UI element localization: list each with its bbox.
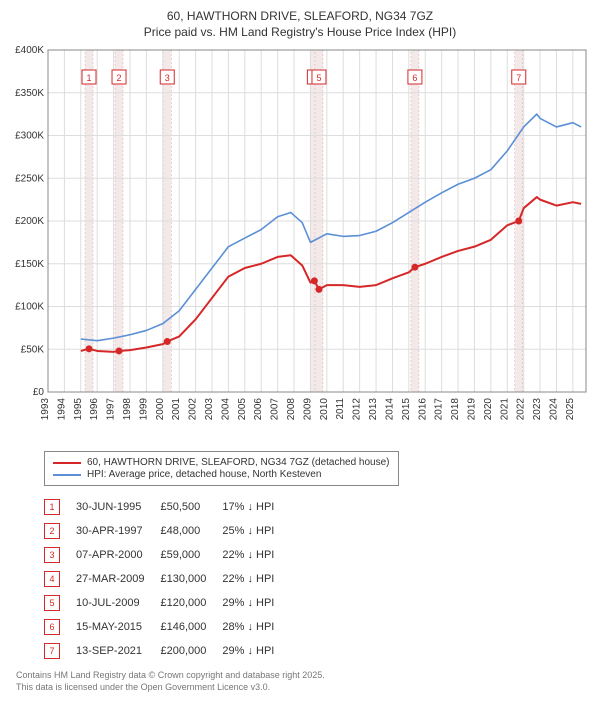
event-delta: 29% ↓ HPI	[218, 592, 284, 614]
event-marker: 7	[44, 643, 60, 659]
events-table: 1 30-JUN-1995£50,50017% ↓ HPI 2 30-APR-1997…	[38, 494, 286, 664]
event-price: £200,000	[156, 640, 216, 662]
svg-text:1998: 1998	[122, 398, 133, 421]
svg-text:2004: 2004	[220, 398, 231, 421]
svg-text:2010: 2010	[319, 398, 330, 421]
svg-text:£250K: £250K	[15, 174, 44, 185]
svg-text:£50K: £50K	[21, 345, 45, 356]
svg-text:1993: 1993	[40, 398, 51, 421]
event-date: 13-SEP-2021	[72, 640, 154, 662]
legend-row-blue: HPI: Average price, detached house, Nort…	[53, 469, 390, 480]
svg-text:1994: 1994	[56, 398, 67, 421]
event-marker: 6	[44, 619, 60, 635]
svg-text:2014: 2014	[384, 398, 395, 421]
svg-text:2021: 2021	[499, 398, 510, 421]
svg-text:1999: 1999	[138, 398, 149, 421]
event-delta: 17% ↓ HPI	[218, 496, 284, 518]
svg-text:2000: 2000	[155, 398, 166, 421]
footer-line-1: Contains HM Land Registry data © Crown c…	[16, 670, 592, 682]
event-price: £130,000	[156, 568, 216, 590]
event-marker: 3	[44, 547, 60, 563]
event-row: 2 30-APR-1997£48,00025% ↓ HPI	[40, 520, 284, 542]
svg-text:2009: 2009	[302, 398, 313, 421]
event-delta: 29% ↓ HPI	[218, 640, 284, 662]
footer: Contains HM Land Registry data © Crown c…	[16, 670, 592, 693]
svg-text:2017: 2017	[434, 398, 445, 421]
event-delta: 25% ↓ HPI	[218, 520, 284, 542]
svg-text:2020: 2020	[483, 398, 494, 421]
event-marker: 5	[44, 595, 60, 611]
legend-label-red: 60, HAWTHORN DRIVE, SLEAFORD, NG34 7GZ (…	[87, 457, 390, 468]
svg-text:£100K: £100K	[15, 302, 44, 313]
svg-text:2012: 2012	[352, 398, 363, 421]
legend-row-red: 60, HAWTHORN DRIVE, SLEAFORD, NG34 7GZ (…	[53, 457, 390, 468]
event-marker: 4	[44, 571, 60, 587]
event-row: 4 27-MAR-2009£130,00022% ↓ HPI	[40, 568, 284, 590]
title-line-2: Price paid vs. HM Land Registry's House …	[8, 24, 592, 40]
svg-text:£400K: £400K	[15, 45, 44, 56]
event-date: 15-MAY-2015	[72, 616, 154, 638]
chart-title: 60, HAWTHORN DRIVE, SLEAFORD, NG34 7GZ P…	[8, 8, 592, 40]
event-price: £50,500	[156, 496, 216, 518]
svg-text:£350K: £350K	[15, 88, 44, 99]
svg-text:6: 6	[412, 73, 417, 83]
svg-text:2015: 2015	[401, 398, 412, 421]
svg-text:2003: 2003	[204, 398, 215, 421]
event-row: 5 10-JUL-2009£120,00029% ↓ HPI	[40, 592, 284, 614]
svg-text:2006: 2006	[253, 398, 264, 421]
svg-text:2002: 2002	[188, 398, 199, 421]
event-price: £146,000	[156, 616, 216, 638]
svg-text:2016: 2016	[417, 398, 428, 421]
event-marker: 1	[44, 499, 60, 515]
svg-text:5: 5	[316, 73, 321, 83]
event-row: 1 30-JUN-1995£50,50017% ↓ HPI	[40, 496, 284, 518]
svg-text:1: 1	[86, 73, 91, 83]
svg-text:2019: 2019	[466, 398, 477, 421]
svg-text:1995: 1995	[73, 398, 84, 421]
svg-text:2011: 2011	[335, 398, 346, 420]
svg-text:2022: 2022	[516, 398, 527, 421]
event-delta: 22% ↓ HPI	[218, 568, 284, 590]
event-date: 30-JUN-1995	[72, 496, 154, 518]
svg-text:3: 3	[165, 73, 170, 83]
svg-text:2: 2	[117, 73, 122, 83]
event-marker: 2	[44, 523, 60, 539]
legend-swatch-red	[53, 462, 81, 464]
svg-text:£150K: £150K	[15, 259, 44, 270]
event-row: 6 15-MAY-2015£146,00028% ↓ HPI	[40, 616, 284, 638]
legend-swatch-blue	[53, 474, 81, 476]
event-row: 3 07-APR-2000£59,00022% ↓ HPI	[40, 544, 284, 566]
svg-text:2024: 2024	[548, 398, 559, 421]
legend: 60, HAWTHORN DRIVE, SLEAFORD, NG34 7GZ (…	[44, 451, 399, 486]
svg-text:2023: 2023	[532, 398, 543, 421]
svg-text:2001: 2001	[171, 398, 182, 421]
event-delta: 22% ↓ HPI	[218, 544, 284, 566]
svg-text:£300K: £300K	[15, 131, 44, 142]
svg-text:2005: 2005	[237, 398, 248, 421]
event-date: 10-JUL-2009	[72, 592, 154, 614]
event-price: £48,000	[156, 520, 216, 542]
event-price: £59,000	[156, 544, 216, 566]
event-delta: 28% ↓ HPI	[218, 616, 284, 638]
svg-text:2025: 2025	[565, 398, 576, 421]
svg-text:7: 7	[516, 73, 521, 83]
event-price: £120,000	[156, 592, 216, 614]
svg-text:£0: £0	[33, 387, 45, 398]
chart-area: £0 £50K £100K £150K £200K £250K £300K £350K £400…	[8, 44, 592, 447]
svg-text:£200K: £200K	[15, 216, 44, 227]
svg-text:1996: 1996	[89, 398, 100, 421]
line-chart: £0 £50K £100K £150K £200K £250K £300K £350K £400…	[8, 44, 592, 444]
title-line-1: 60, HAWTHORN DRIVE, SLEAFORD, NG34 7GZ	[8, 8, 592, 24]
footer-line-2: This data is licensed under the Open Gov…	[16, 682, 592, 694]
svg-text:2007: 2007	[270, 398, 281, 421]
svg-text:2013: 2013	[368, 398, 379, 421]
event-date: 27-MAR-2009	[72, 568, 154, 590]
event-row: 7 13-SEP-2021£200,00029% ↓ HPI	[40, 640, 284, 662]
svg-text:2008: 2008	[286, 398, 297, 421]
event-date: 07-APR-2000	[72, 544, 154, 566]
svg-text:1997: 1997	[106, 398, 117, 421]
event-date: 30-APR-1997	[72, 520, 154, 542]
svg-text:2018: 2018	[450, 398, 461, 421]
legend-label-blue: HPI: Average price, detached house, Nort…	[87, 469, 321, 480]
